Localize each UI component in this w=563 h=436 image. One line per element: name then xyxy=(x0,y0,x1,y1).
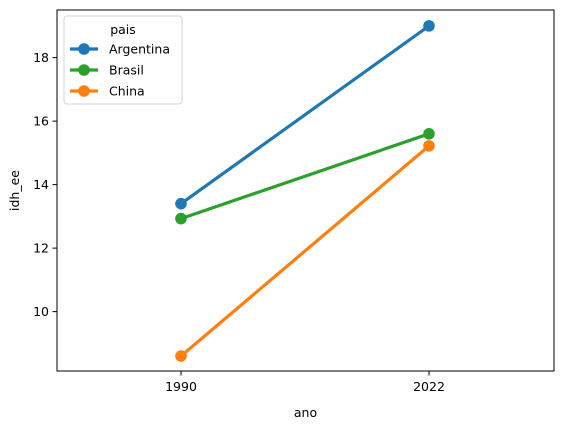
legend-label: Argentina xyxy=(109,42,170,57)
y-axis-label: idh_ee xyxy=(7,170,22,211)
y-tick-label: 10 xyxy=(33,304,49,319)
x-axis: 1990 2022 xyxy=(165,371,445,394)
series-argentina xyxy=(175,20,435,210)
chart-marks xyxy=(175,20,435,362)
data-point xyxy=(423,128,435,140)
y-tick-label: 18 xyxy=(33,50,49,65)
y-tick-label: 14 xyxy=(33,177,49,192)
x-tick-label: 2022 xyxy=(413,379,445,394)
data-point xyxy=(175,350,187,362)
series-line xyxy=(179,144,431,358)
series-brasil xyxy=(175,128,435,225)
legend-label: China xyxy=(109,84,145,99)
y-tick-label: 12 xyxy=(33,241,49,256)
legend-box xyxy=(63,15,183,105)
legend-marker xyxy=(78,64,90,76)
x-axis-label: ano xyxy=(294,405,317,420)
y-tick-label: 16 xyxy=(33,114,49,129)
x-tick-label: 1990 xyxy=(165,379,197,394)
y-axis: 10 12 14 16 18 xyxy=(33,50,57,319)
legend-marker xyxy=(78,85,90,97)
series-china xyxy=(175,140,435,362)
legend-label: Brasil xyxy=(109,63,144,78)
plot-frame xyxy=(56,9,555,372)
legend-title: pais xyxy=(110,22,136,37)
legend-item-brasil: Brasil xyxy=(70,63,144,78)
data-point xyxy=(175,197,187,210)
data-point xyxy=(423,140,435,152)
data-point xyxy=(175,212,187,225)
legend: pais Argentina Brasil China xyxy=(63,15,183,105)
series-line xyxy=(179,24,431,206)
legend-item-china: China xyxy=(70,84,145,99)
series-line xyxy=(179,132,431,221)
data-point xyxy=(423,20,435,32)
legend-marker xyxy=(78,43,90,55)
legend-item-argentina: Argentina xyxy=(70,42,170,57)
